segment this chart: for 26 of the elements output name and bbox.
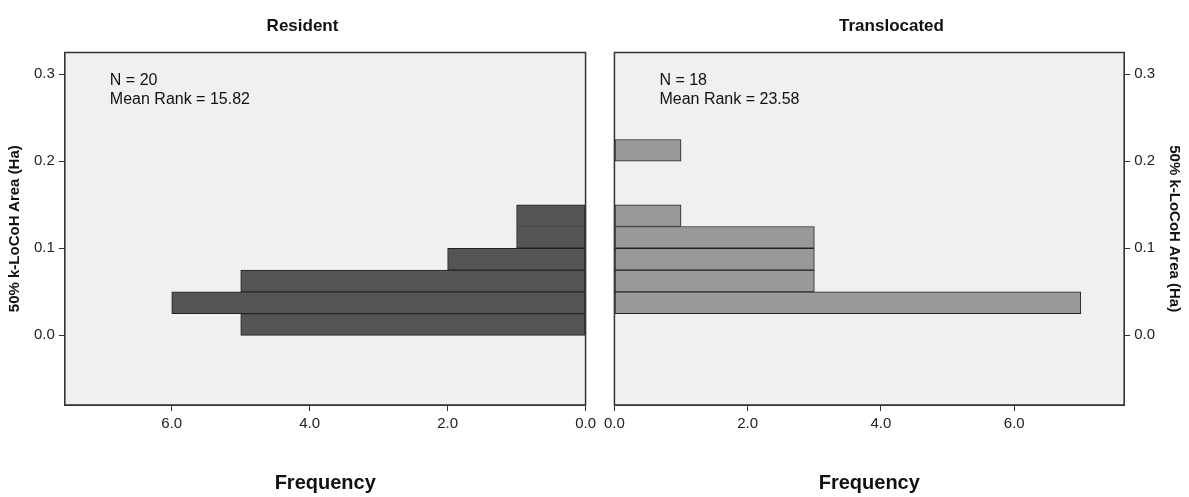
x-tick-label: 4.0 [870,414,892,432]
x-tick-label: 6.0 [161,414,183,432]
x-tick-label: 6.0 [1003,414,1025,432]
y-tick-label: 0.1 [1134,238,1156,256]
x-axis-title: Frequency [818,470,921,493]
x-tick-label: 2.0 [737,414,759,432]
y-tick-label: 0.3 [33,64,55,82]
y-axis-title: 50% k-LoCoH Area (Ha) [5,145,23,313]
x-tick-label: 2.0 [437,414,459,432]
annotation: N = 20 [109,70,158,88]
y-tick-label: 0.2 [1134,151,1156,169]
y-tick-label: 0.2 [33,151,55,169]
chart-title: Translocated [839,15,944,35]
y-tick-label: 0.0 [1134,325,1156,343]
annotation: N = 18 [659,70,708,88]
y-axis-title: 50% k-LoCoH Area (Ha) [1166,145,1184,313]
annotation: Mean Rank = 15.82 [109,89,251,107]
x-tick-label: 4.0 [299,414,321,432]
y-tick-label: 0.0 [33,325,55,343]
y-tick-label: 0.3 [1134,64,1156,82]
chart-title: Resident [266,15,339,35]
x-axis-title: Frequency [274,470,377,493]
annotation: Mean Rank = 23.58 [659,89,800,107]
y-tick-label: 0.1 [33,238,55,256]
x-tick-label: 0.0 [604,414,625,432]
x-tick-label: 0.0 [575,414,596,432]
